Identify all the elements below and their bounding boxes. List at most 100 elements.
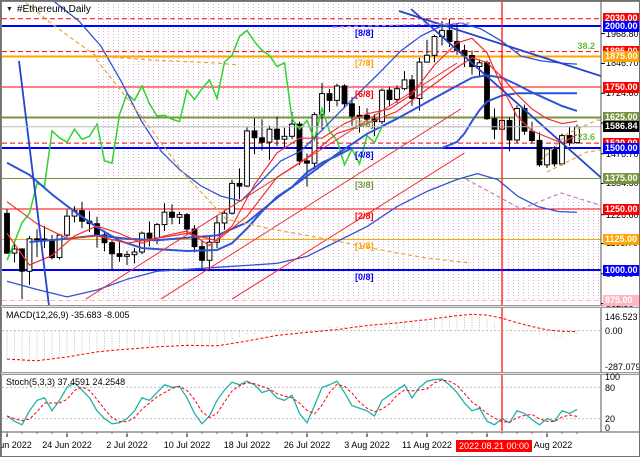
candle-body xyxy=(334,85,340,101)
stoch-indicator-label: Stoch(5,3,3) 37.4591 24.2548 xyxy=(6,377,126,387)
senkou-a-boundary xyxy=(546,149,601,173)
date-label[interactable]: 3 Aug 2022 xyxy=(344,440,390,450)
overlay-red-ma2 xyxy=(6,57,578,244)
candle-body xyxy=(274,128,280,140)
candle-body xyxy=(491,118,498,130)
candle-body xyxy=(176,214,183,218)
candle-body xyxy=(64,215,70,236)
left-steep-line[interactable] xyxy=(18,60,50,306)
senkou-b-boundary xyxy=(465,178,601,210)
y-axis-tick-label: 1968.80 xyxy=(606,28,639,39)
candle-body xyxy=(349,103,355,117)
overlay-channel-b xyxy=(160,108,462,300)
date-label[interactable]: 2 Jul 2022 xyxy=(106,440,148,450)
date-label[interactable]: 26 Jul 2022 xyxy=(283,440,331,450)
overlay-tenkan xyxy=(6,37,578,266)
stoch-d-line xyxy=(6,379,578,423)
macd-panel xyxy=(2,312,601,364)
price-tag-2000.00: 2000.00 xyxy=(603,20,639,32)
candle-body xyxy=(416,61,423,99)
date-label[interactable]: 27 Aug 2022 xyxy=(521,440,573,450)
stoch-axis-label: 20 xyxy=(605,413,616,424)
macd-axis-label: 146.523 xyxy=(605,312,638,322)
candle-body xyxy=(146,232,153,239)
overlay-channel-a xyxy=(85,62,458,300)
chevron-down-icon[interactable]: ▼ xyxy=(6,6,13,13)
candle-body xyxy=(289,123,295,137)
price-tag-1125.00: 1125.00 xyxy=(603,234,639,246)
y-axis-tick-label: 1846.70 xyxy=(606,58,639,69)
macd-indicator-label: MACD(12,26,9) -35.683 -8.005 xyxy=(6,310,130,320)
candle-body xyxy=(514,108,520,141)
y-axis-tick-label: 1226.60 xyxy=(606,209,639,220)
candle-body xyxy=(379,89,385,123)
price-tag-1500.00: 1500.00 xyxy=(603,142,639,154)
price-tag-2030.00: 2030.00 xyxy=(603,13,639,25)
candle-body xyxy=(199,246,205,261)
candle-body xyxy=(26,238,33,272)
candle-body xyxy=(4,212,10,254)
down-trendline-2[interactable] xyxy=(410,8,640,213)
candle-body xyxy=(251,130,258,139)
candle-body xyxy=(34,238,40,241)
stoch-axis-label: 80 xyxy=(605,383,616,394)
candle-body xyxy=(409,79,415,99)
murray-label-[8/8]: [8/8] xyxy=(355,27,374,38)
splitter-1[interactable] xyxy=(1,305,640,308)
overlay-channel-c xyxy=(231,152,465,300)
candle-body xyxy=(536,139,543,166)
candle-body xyxy=(154,224,160,239)
symbol-title-bar[interactable]: ▼ #Ethereum,Daily xyxy=(6,4,91,15)
murray-label-[7/8]: [7/8] xyxy=(355,58,374,68)
candle-body xyxy=(266,128,273,143)
murray-label-[4/8]: [4/8] xyxy=(355,149,374,160)
price-tag-1625.00: 1625.00 xyxy=(603,112,639,123)
candle-body xyxy=(281,135,288,140)
overlay-band-upper xyxy=(53,2,578,202)
price-tag-1375.00: 1375.00 xyxy=(603,173,639,184)
candle-body xyxy=(446,29,453,43)
date-label[interactable]: 11 Aug 2022 xyxy=(402,440,452,450)
stoch-k-line xyxy=(6,378,578,426)
candle-body xyxy=(401,79,408,90)
overlay-band-lower xyxy=(6,172,578,298)
murray-label-[2/8]: [2/8] xyxy=(355,210,374,221)
candle-body xyxy=(551,148,558,165)
murray-label-[1/8]: [1/8] xyxy=(355,241,374,252)
candle-body xyxy=(484,62,490,120)
price-tag-1875.00: 1875.00 xyxy=(603,51,639,62)
price-tag-1000.00: 1000.00 xyxy=(603,264,639,276)
candle-body xyxy=(476,62,483,67)
date-label[interactable]: 10 Jul 2022 xyxy=(163,440,211,450)
symbol-title: #Ethereum,Daily xyxy=(16,4,91,15)
candle-body xyxy=(304,160,310,164)
main-chart-layer xyxy=(2,2,640,306)
date-label[interactable]: 24 Jun 2022 xyxy=(42,440,92,450)
current-price-tag: 1586.84 xyxy=(603,121,639,133)
date-label[interactable]: 16 Jun 2022 xyxy=(0,440,32,450)
candle-body xyxy=(116,253,123,257)
candle-body xyxy=(169,211,175,218)
candle-body xyxy=(131,251,138,256)
senkou-b-boundary xyxy=(332,22,472,28)
murray-label-[5/8]: [5/8] xyxy=(355,119,374,129)
stoch-axis-label: 100 xyxy=(605,372,621,382)
candle-body xyxy=(19,248,25,272)
candle-body xyxy=(109,242,115,255)
macd-axis-label: 0.00 xyxy=(605,325,623,336)
candle-body xyxy=(341,85,348,105)
candle-body xyxy=(124,254,130,257)
chikou-span-line xyxy=(6,29,383,261)
crosshair-time-label: 2022.08.21 00:00 xyxy=(456,440,533,452)
candle-body xyxy=(259,137,265,143)
candle-body xyxy=(326,93,333,101)
splitter-2[interactable] xyxy=(1,372,640,375)
senkou-a-boundary xyxy=(95,58,472,264)
candle-body xyxy=(184,214,190,230)
date-label[interactable]: 18 Jul 2022 xyxy=(223,440,271,450)
candle-body xyxy=(544,148,550,166)
candle-body xyxy=(244,130,250,187)
